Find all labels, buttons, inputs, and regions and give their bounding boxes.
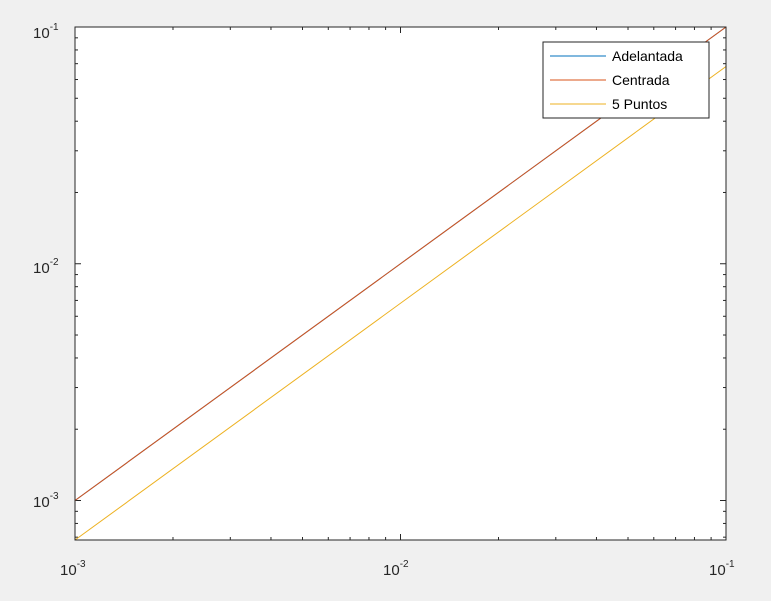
x-tick-labels: 10-3 10-2 10-1 bbox=[60, 559, 735, 579]
x-tick-label-1e-3: 10-3 bbox=[60, 559, 86, 579]
x-tick-label-1e-1: 10-1 bbox=[709, 559, 735, 579]
y-tick-labels: 10-3 10-2 10-1 bbox=[33, 22, 59, 511]
legend-label-adelantada: Adelantada bbox=[612, 48, 683, 64]
y-tick-label-1e-2: 10-2 bbox=[33, 257, 59, 277]
legend-label-centrada: Centrada bbox=[612, 72, 670, 88]
legend-label-5-puntos: 5 Puntos bbox=[612, 96, 667, 112]
series-line-5-puntos bbox=[74, 66, 727, 541]
x-tick-label-1e-2: 10-2 bbox=[383, 559, 409, 579]
y-tick-label-1e-3: 10-3 bbox=[33, 491, 59, 511]
plot-frame bbox=[74, 26, 727, 541]
y-tick-label-1e-1: 10-1 bbox=[33, 22, 59, 42]
legend[interactable]: Adelantada Centrada 5 Puntos bbox=[542, 41, 710, 119]
